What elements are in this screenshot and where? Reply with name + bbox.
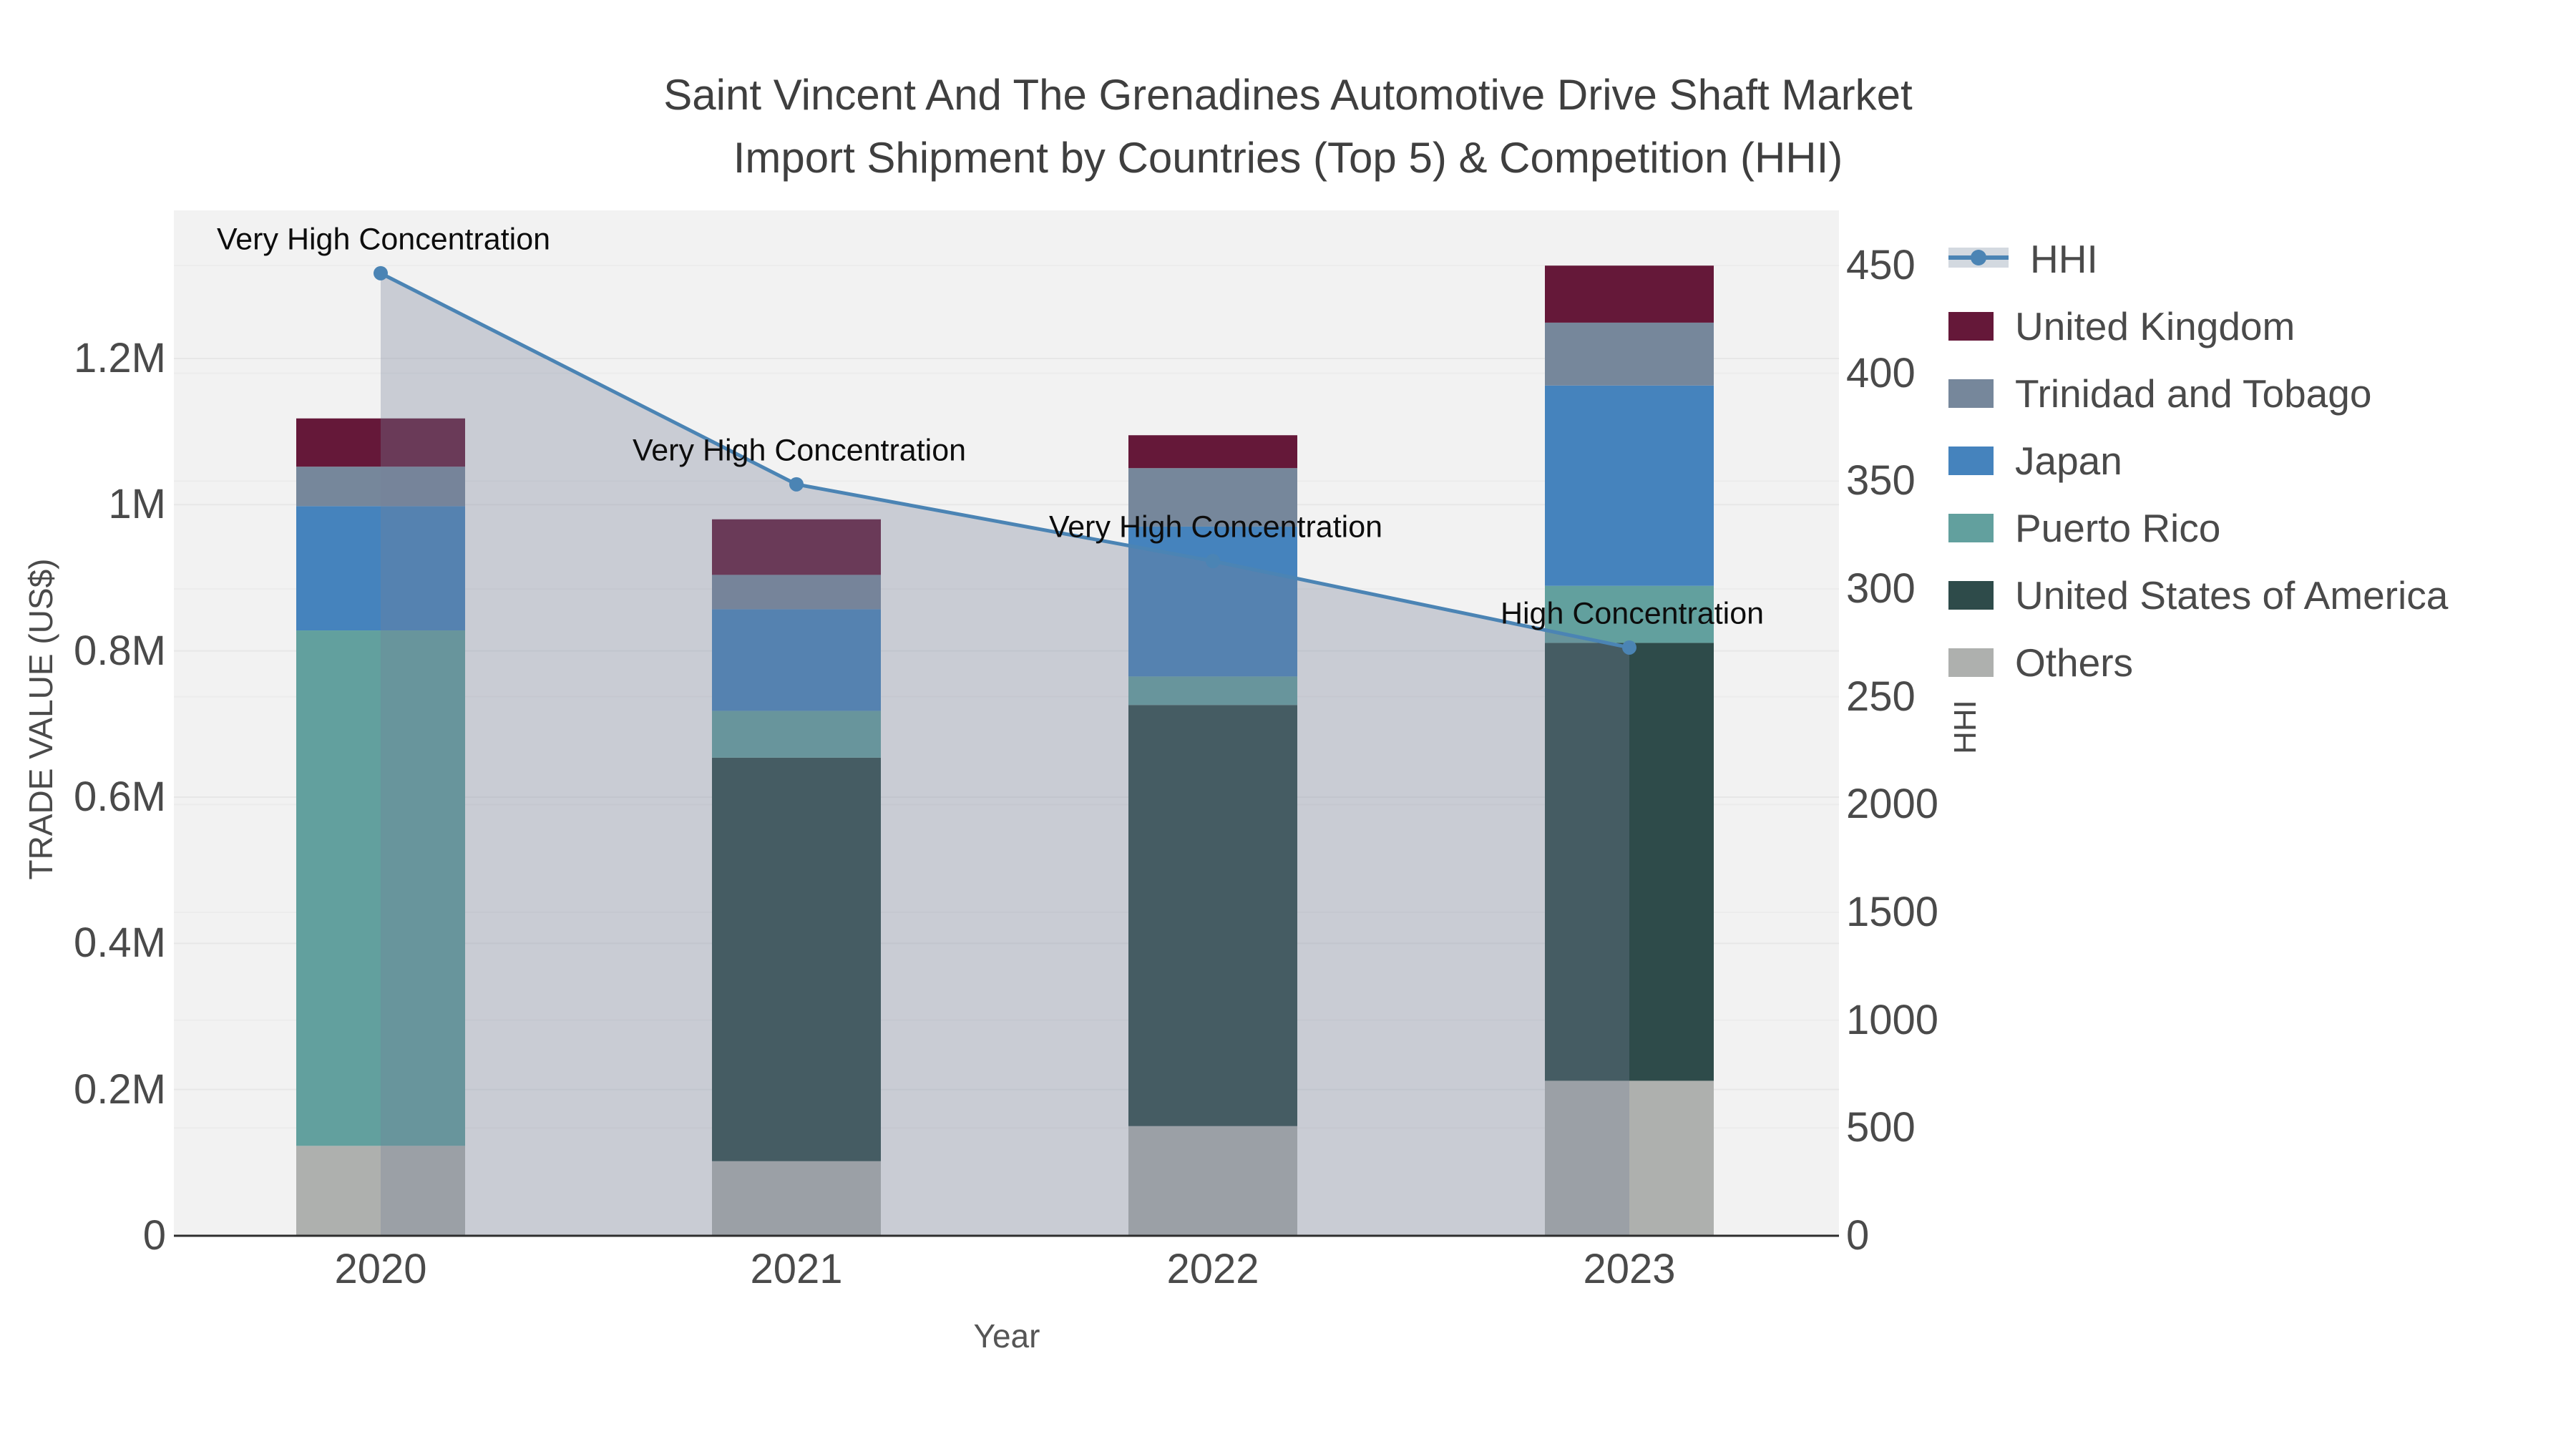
series-color-swatch-icon: [1948, 581, 1994, 610]
series-color-swatch-icon: [1948, 648, 1994, 677]
bar-segment: [1128, 676, 1297, 706]
bar-segment: [1545, 385, 1714, 586]
series-color-swatch-icon: [1948, 312, 1994, 341]
legend-label: Puerto Rico: [2015, 506, 2221, 550]
concentration-annotation: Very High Concentration: [1048, 509, 1383, 545]
bar-segment: [296, 506, 465, 631]
series-color-swatch-icon: [1948, 514, 1994, 542]
legend-item-hhi[interactable]: HHI: [1948, 236, 2098, 282]
y-right-tick-label: 300: [1846, 565, 1916, 612]
y-left-tick-label: 0.2M: [74, 1065, 166, 1113]
x-tick-label: 2022: [1166, 1246, 1259, 1292]
hhi-area: [381, 273, 1629, 1236]
x-tick-label: 2020: [334, 1246, 427, 1292]
bar-segment: [712, 1161, 881, 1236]
series-color-swatch-icon: [1948, 447, 1994, 475]
bar-segment: [712, 575, 881, 610]
y-right-tick-label: 1000: [1846, 996, 1939, 1043]
bar-segment: [1128, 468, 1297, 527]
y-left-tick-label: 1.2M: [74, 334, 166, 381]
hhi-line: [379, 271, 1630, 650]
series-color-swatch-icon: [1948, 379, 1994, 408]
bar-segment: [712, 609, 881, 711]
y-right-tick-label: 2000: [1846, 781, 1939, 828]
chart-title-line1: Saint Vincent And The Grenadines Automot…: [663, 71, 1913, 119]
legend-item-japan[interactable]: Japan: [1948, 438, 2122, 484]
bar-segment: [1128, 435, 1297, 469]
y-left-tick-label: 0: [142, 1212, 166, 1259]
concentration-annotation: Very High Concentration: [632, 433, 967, 468]
y-left-axis-title: TRADE VALUE (US$): [22, 558, 59, 880]
y-right-tick-label: 500: [1846, 1104, 1916, 1151]
legend-item-united-states-of-america[interactable]: United States of America: [1948, 572, 2448, 618]
hhi-line-swatch-icon: [1948, 243, 2009, 275]
legend-label: United Kingdom: [2015, 304, 2296, 348]
concentration-annotation: High Concentration: [1500, 596, 1765, 631]
legend-item-others[interactable]: Others: [1948, 640, 2133, 686]
bar-segment: [1545, 322, 1714, 386]
chart-title-line2: Import Shipment by Countries (Top 5) & C…: [733, 134, 1843, 182]
y-right-tick-label: 1500: [1846, 889, 1939, 935]
y-right-tick-label: 350: [1846, 457, 1916, 504]
bar-segment: [712, 519, 881, 575]
bar-segment: [1128, 705, 1297, 1126]
x-tick-label: 2023: [1583, 1246, 1676, 1292]
legend-label: HHI: [2030, 237, 2098, 281]
y-right-tick-label: 450: [1846, 242, 1916, 288]
y-left-tick-label: 0.6M: [74, 773, 166, 820]
bar-segment: [1128, 1126, 1297, 1236]
bar-segment: [296, 1146, 465, 1236]
bar-segment: [1545, 265, 1714, 323]
y-right-axis-title: HHI: [1948, 700, 1983, 754]
x-axis-title: Year: [973, 1317, 1040, 1355]
x-tick-label: 2021: [750, 1246, 843, 1292]
y-right-tick-label: 0: [1846, 1212, 1870, 1259]
hhi-marker: [789, 477, 804, 492]
bar-segment: [296, 630, 465, 1146]
hhi-line-swatch-svg: [1948, 247, 2009, 268]
legend-item-united-kingdom[interactable]: United Kingdom: [1948, 303, 2295, 349]
legend-label: Others: [2015, 640, 2134, 685]
bar-segment: [1545, 585, 1714, 643]
y-right-tick-label: 250: [1846, 673, 1916, 720]
bar-segment: [712, 757, 881, 1161]
legend-item-trinidad-and-tobago[interactable]: Trinidad and Tobago: [1948, 371, 2371, 416]
concentration-annotation: Very High Concentration: [216, 222, 551, 257]
hhi-marker: [1206, 554, 1220, 569]
hhi-marker: [374, 265, 388, 280]
y-right-tick-label: 400: [1846, 349, 1916, 396]
legend-item-puerto-rico[interactable]: Puerto Rico: [1948, 505, 2220, 551]
bar-segment: [712, 711, 881, 758]
hhi-marker: [1622, 640, 1636, 655]
y-left-tick-label: 0.8M: [74, 627, 166, 674]
legend-label: United States of America: [2015, 573, 2449, 618]
legend-label: Trinidad and Tobago: [2015, 371, 2372, 416]
y-left-tick-label: 1M: [108, 481, 166, 528]
bar-segment: [1545, 1080, 1714, 1236]
bar-segment: [1545, 643, 1714, 1081]
bar-segment: [296, 467, 465, 507]
legend-label: Japan: [2015, 439, 2122, 483]
y-left-tick-label: 0.4M: [74, 919, 166, 967]
bar-segment: [296, 418, 465, 467]
